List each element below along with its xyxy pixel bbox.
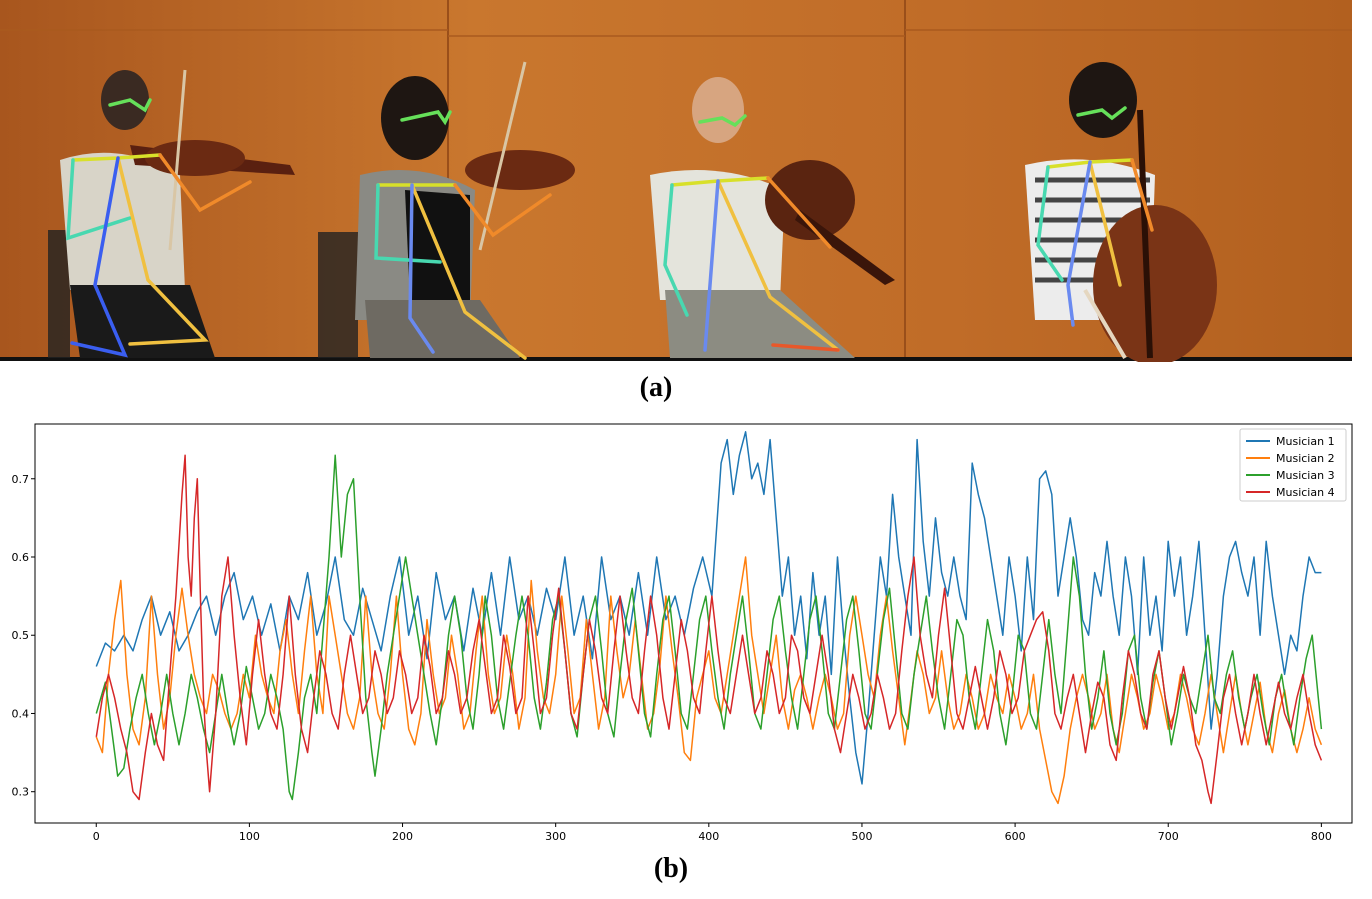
x-tick-label: 800	[1311, 830, 1332, 843]
legend-label-3: Musician 3	[1276, 469, 1335, 482]
x-tick-label: 600	[1005, 830, 1026, 843]
x-tick-label: 500	[851, 830, 872, 843]
pose-skeleton-2	[374, 110, 552, 360]
line-chart: 0 100 200 300 400 500 600 700 800 0.3 0.4 0.5 0.6 0.7…	[12, 423, 1353, 843]
x-tick-label: 200	[392, 830, 413, 843]
series-line-musician-1	[95, 431, 1322, 785]
pose-skeleton-4	[1036, 106, 1154, 327]
musician-3-figure	[650, 77, 895, 358]
legend-label-2: Musician 2	[1276, 452, 1335, 465]
legend-label-4: Musician 4	[1276, 486, 1335, 499]
caption-b: (b)	[653, 853, 689, 884]
series-line-musician-4	[95, 454, 1323, 805]
y-tick-label: 0.4	[12, 707, 30, 720]
pose-skeleton-3	[663, 114, 840, 352]
musician-4-figure	[1025, 62, 1217, 362]
legend-box	[1239, 428, 1347, 502]
series-line-musician-2	[95, 556, 1323, 805]
stage-floor	[0, 357, 1352, 361]
legend-label-1: Musician 1	[1276, 435, 1335, 448]
x-tick-label: 700	[1158, 830, 1179, 843]
y-tick-label: 0.3	[12, 786, 30, 799]
y-tick-label: 0.7	[12, 473, 30, 486]
ensemble-photo	[0, 0, 1352, 362]
caption-a: (a)	[639, 372, 673, 403]
y-tick-label: 0.5	[12, 629, 30, 642]
y-tick-label: 0.6	[12, 551, 30, 564]
plot-frame	[34, 423, 1353, 824]
pose-skeleton-1	[66, 98, 252, 358]
x-tick-label: 300	[545, 830, 566, 843]
x-tick-label: 100	[239, 830, 260, 843]
x-tick-label: 0	[93, 830, 100, 843]
x-tick-label: 400	[698, 830, 719, 843]
